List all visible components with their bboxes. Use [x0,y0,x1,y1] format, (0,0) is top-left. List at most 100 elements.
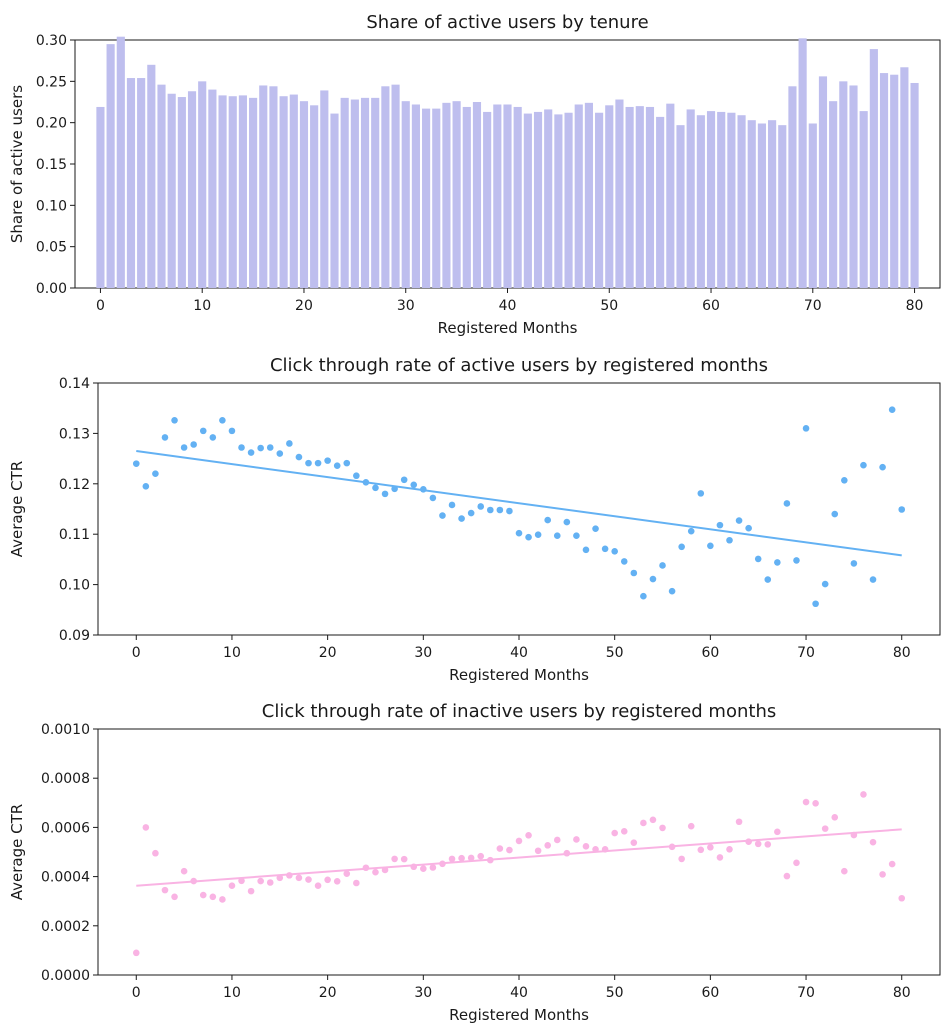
data-point [821,580,829,588]
data-point [726,845,733,853]
bar [584,102,593,289]
data-point [678,543,685,551]
data-point [477,852,485,860]
data-point [420,865,427,873]
y-tick-label: 0.25 [36,74,67,90]
chart-title: Share of active users by tenure [366,12,648,33]
x-axis-label: Registered Months [449,666,589,684]
data-point [276,450,284,457]
data-point [324,876,331,884]
bar [727,112,736,288]
bar [635,106,644,288]
data-point [821,825,829,832]
x-axis-label: Registered Months [438,319,578,337]
x-tick-label: 10 [223,645,241,661]
x-tick-label: 30 [414,645,432,661]
data-point [582,843,590,850]
data-point [286,440,293,447]
chart-title: Click through rate of active users by re… [270,355,768,376]
bar [279,96,288,288]
bar [157,84,166,288]
data-point [353,472,360,480]
bar [757,123,766,288]
data-point [860,791,867,798]
chart-3: Click through rate of inactive users by … [8,701,941,1024]
data-point [429,494,437,502]
bar [422,108,431,288]
bar [147,64,156,288]
data-point [707,542,714,550]
data-point [850,560,858,567]
bar [198,81,207,288]
bar [350,99,359,289]
bar [289,94,298,288]
data-point [745,524,752,532]
data-point [448,855,456,863]
data-point [754,555,762,563]
data-point [534,847,542,855]
bar [808,123,817,288]
data-point [640,819,647,827]
x-tick-label: 0 [132,985,141,1001]
y-tick-label: 0.13 [59,426,90,442]
bar [544,109,553,288]
data-point [879,463,886,471]
bar [218,95,227,289]
data-point [247,449,255,456]
bar [768,120,777,288]
data-point [190,877,197,885]
data-point [391,485,398,493]
bar [706,111,716,289]
chart-title: Click through rate of inactive users by … [262,701,776,722]
data-point [257,444,264,452]
x-tick-label: 50 [606,645,624,661]
data-point [400,476,408,484]
data-point [142,824,150,831]
data-point [879,871,886,878]
data-point [496,845,504,852]
data-point [362,478,370,486]
data-point [735,818,743,826]
data-point [180,867,188,875]
bar [452,101,461,288]
data-point [295,453,303,461]
bar [432,108,441,288]
data-point [199,891,207,899]
y-tick-label: 0.0002 [41,919,90,935]
data-point [745,838,752,845]
data-point [582,546,590,554]
data-point [161,886,169,894]
y-axis-label: Share of active users [8,85,26,243]
data-point [869,838,877,846]
y-tick-label: 0.00 [36,281,67,297]
data-point [305,459,312,467]
data-point [132,460,140,467]
data-point [486,506,494,514]
data-point [305,876,312,883]
data-point [257,877,264,885]
data-point [467,854,475,862]
data-point [860,461,867,469]
data-point [515,529,523,537]
data-point [687,822,695,830]
data-point [142,483,150,490]
bar [249,97,258,288]
data-point [458,515,465,522]
data-point [448,501,456,509]
bar [96,106,105,289]
x-tick-label: 80 [906,298,924,314]
y-tick-label: 0.05 [36,240,67,256]
data-point [534,531,542,539]
trend-line [136,828,902,887]
y-tick-label: 0.0010 [41,722,90,738]
data-point [697,846,705,854]
bar [717,111,726,288]
data-point [601,845,609,853]
data-point [266,879,274,886]
y-tick-label: 0.30 [36,33,67,49]
data-point [295,874,303,882]
bar [299,101,309,288]
bar [676,125,685,288]
data-point [381,490,389,498]
data-point [525,533,532,541]
